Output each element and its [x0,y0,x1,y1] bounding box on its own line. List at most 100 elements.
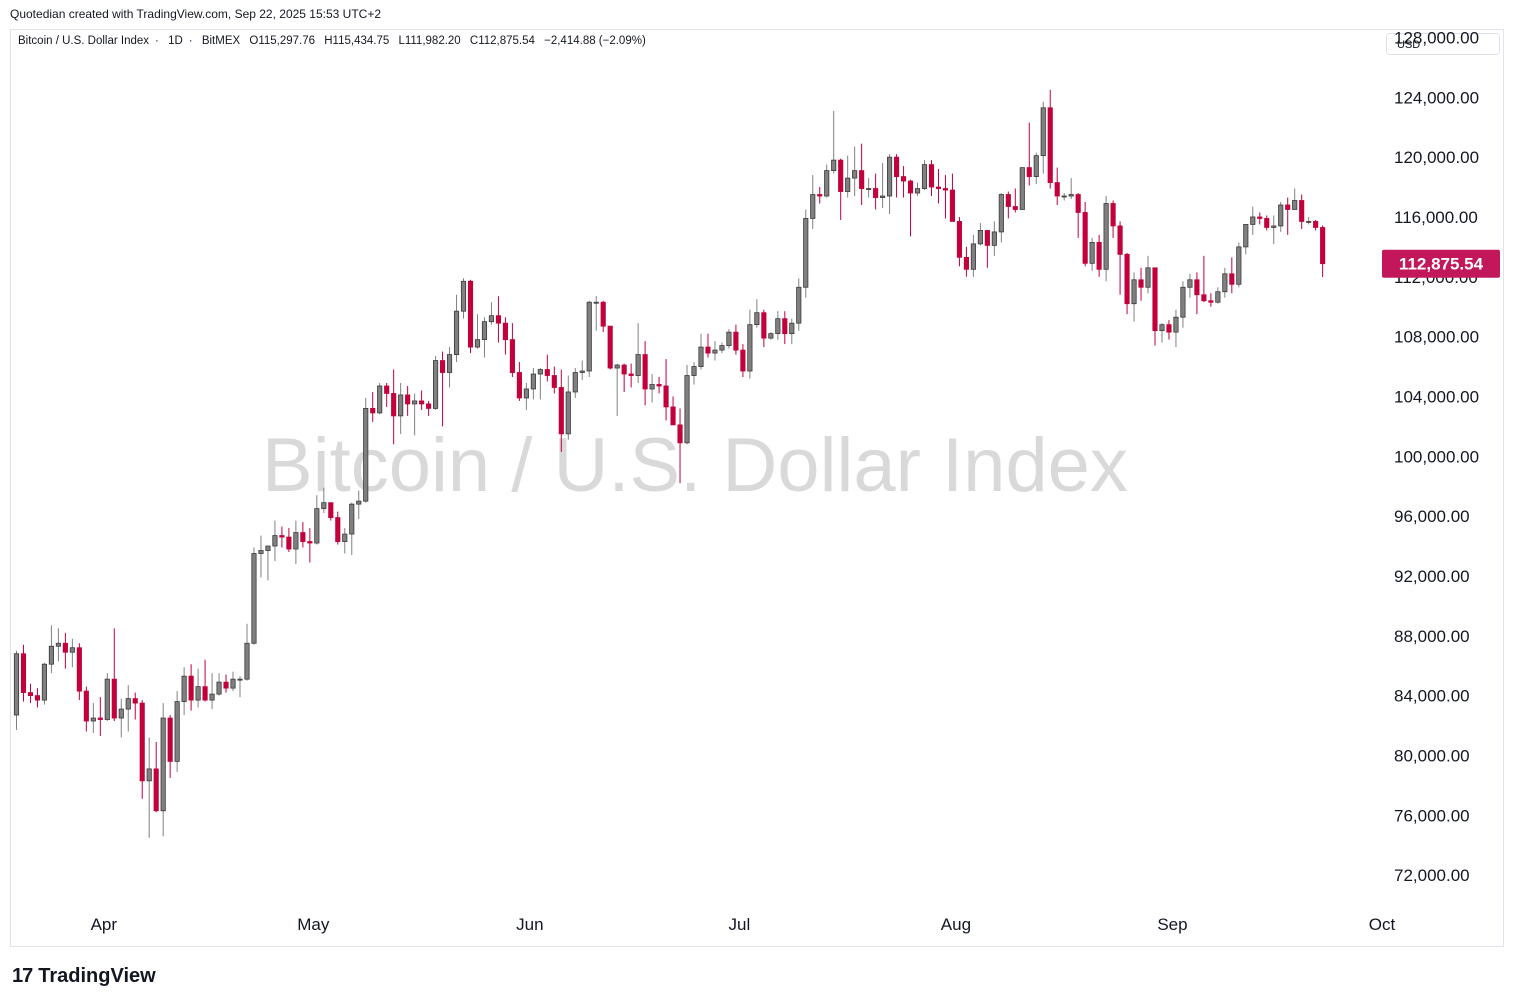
tradingview-logo[interactable]: 17 TradingView [12,965,156,988]
candle[interactable] [859,143,865,205]
candle[interactable] [1096,234,1102,277]
candle[interactable] [195,668,201,708]
candle[interactable] [1215,287,1221,304]
candle[interactable] [628,363,634,388]
candle[interactable] [810,175,816,229]
candle[interactable] [1236,242,1242,288]
candle[interactable] [237,676,243,698]
candle[interactable] [258,535,264,578]
candle[interactable] [621,363,627,392]
candle[interactable] [272,520,278,561]
candle[interactable] [13,650,20,730]
candle[interactable] [1250,206,1256,235]
candle[interactable] [1117,221,1123,295]
candle[interactable] [1033,152,1039,185]
candle[interactable] [845,155,851,198]
candle[interactable] [1061,193,1067,201]
candle[interactable] [1194,272,1200,315]
candle[interactable] [223,674,229,693]
candle[interactable] [1292,188,1298,210]
candle[interactable] [1026,122,1032,186]
candle[interactable] [642,341,648,406]
candle[interactable] [1180,281,1186,328]
candle[interactable] [412,393,418,436]
candle[interactable] [160,703,166,837]
candle[interactable] [300,522,306,548]
candle[interactable] [41,662,47,705]
candle[interactable] [1278,202,1284,232]
candle[interactable] [970,234,976,277]
candle[interactable] [34,688,41,708]
candle[interactable] [1103,196,1109,282]
candle[interactable] [803,209,809,298]
candle[interactable] [698,333,704,370]
candle[interactable] [1145,255,1151,294]
candle[interactable] [439,351,446,427]
candle[interactable] [356,490,362,520]
candle[interactable] [20,644,27,702]
candle[interactable] [474,314,481,349]
candle[interactable] [1047,89,1053,189]
candle[interactable] [873,173,879,210]
candle[interactable] [684,365,690,445]
candle[interactable] [90,703,96,733]
candle[interactable] [111,628,117,722]
candle[interactable] [866,178,872,198]
candle[interactable] [69,638,75,668]
candle[interactable] [419,390,425,410]
candle[interactable] [1124,252,1130,315]
candle[interactable] [900,166,907,198]
candle[interactable] [796,278,802,331]
candle[interactable] [530,368,536,400]
candle[interactable] [1005,191,1011,219]
candle[interactable] [481,317,488,358]
candle[interactable] [887,154,893,214]
candle[interactable] [838,158,844,220]
candle[interactable] [1019,167,1025,210]
candle[interactable] [307,528,313,563]
candle[interactable] [1089,237,1095,271]
candle[interactable] [761,309,767,348]
candle[interactable] [1075,193,1081,238]
candle[interactable] [1201,255,1207,303]
candle[interactable] [118,698,124,738]
candle[interactable] [181,667,187,716]
candle[interactable] [1152,267,1158,346]
symbol-name[interactable]: Bitcoin / U.S. Dollar Index [18,35,150,47]
candle[interactable] [460,278,467,319]
candle[interactable] [188,664,194,711]
candle[interactable] [831,110,837,174]
candle[interactable] [1257,212,1263,225]
candle[interactable] [167,715,173,778]
candle[interactable] [384,382,390,407]
candle[interactable] [1110,200,1116,238]
candle[interactable] [565,375,571,440]
candle[interactable] [488,302,495,325]
candle[interactable] [935,169,942,204]
candle[interactable] [48,625,54,674]
candle[interactable] [551,366,557,394]
candle[interactable] [614,363,620,416]
candle[interactable] [893,154,900,198]
candle[interactable] [1187,273,1193,298]
candle[interactable] [1082,202,1088,267]
candle[interactable] [516,362,522,401]
candle[interactable] [314,495,320,545]
candle[interactable] [998,193,1004,243]
candle[interactable] [83,686,89,732]
candle[interactable] [817,187,823,204]
candle[interactable] [398,382,404,434]
candle[interactable] [544,354,550,382]
candle[interactable] [146,737,152,838]
candle[interactable] [712,341,718,361]
candle[interactable] [1306,216,1312,225]
candle[interactable] [537,368,543,400]
candle[interactable] [523,382,529,410]
candle[interactable] [775,311,781,340]
candle[interactable] [1012,188,1018,213]
candle[interactable] [949,173,956,222]
candle[interactable] [635,323,641,383]
candle[interactable] [174,691,180,772]
candle[interactable] [1208,293,1214,307]
